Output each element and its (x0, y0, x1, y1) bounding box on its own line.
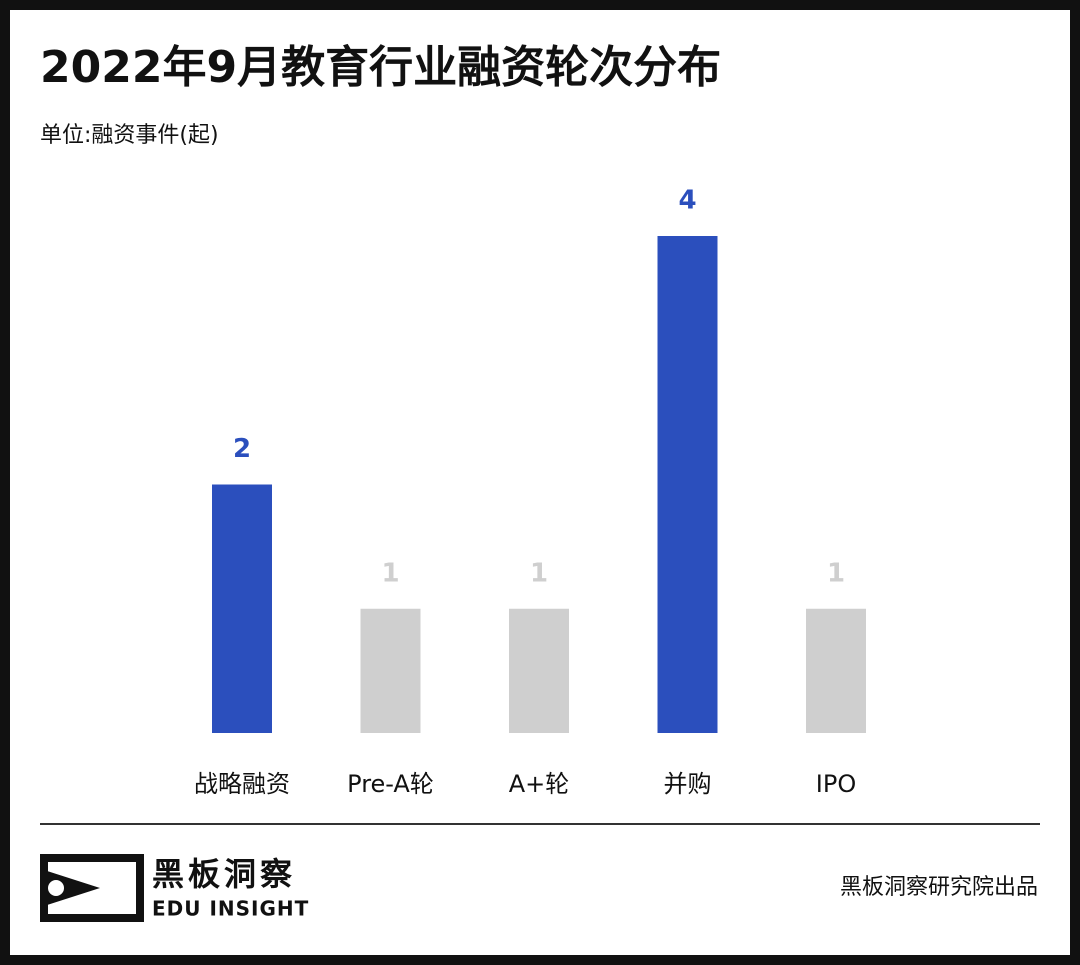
value-label: 4 (678, 186, 696, 216)
x-tick-label: IPO (816, 770, 856, 798)
bar (657, 236, 718, 733)
bar (360, 608, 421, 733)
x-tick-label: 战略融资 (194, 770, 290, 798)
logo-icon (40, 854, 144, 922)
x-tick-label: A+轮 (509, 770, 570, 798)
chart-title: 2022年9月教育行业融资轮次分布 (40, 42, 721, 93)
bar (806, 608, 866, 733)
value-label: 1 (381, 558, 399, 588)
x-tick-label: Pre-A轮 (347, 770, 434, 798)
brand-cn: 黑板洞察 (152, 855, 296, 893)
bar (212, 484, 272, 733)
chart-subtitle: 单位:融资事件(起) (40, 123, 219, 148)
value-label: 1 (827, 558, 845, 588)
value-label: 2 (233, 434, 251, 464)
brand-en: EDU INSIGHT (152, 897, 309, 921)
value-label: 1 (530, 558, 548, 588)
x-tick-label: 并购 (664, 770, 712, 798)
bar (509, 608, 569, 733)
credit: 黑板洞察研究院出品 (840, 875, 1038, 900)
